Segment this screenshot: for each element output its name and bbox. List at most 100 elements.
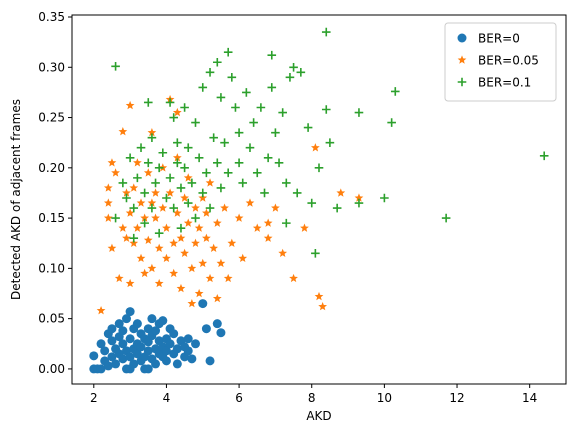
data-point: [169, 203, 179, 213]
data-point: [249, 118, 258, 127]
data-point: [151, 213, 160, 222]
data-point: [267, 50, 277, 60]
x-tick-label: 8: [308, 391, 316, 405]
data-point: [180, 193, 189, 202]
data-point: [321, 105, 331, 114]
data-point: [390, 87, 400, 96]
data-point: [129, 183, 139, 192]
data-point: [165, 98, 175, 107]
data-point: [332, 203, 342, 213]
data-point: [209, 133, 218, 142]
data-point: [539, 151, 549, 161]
data-point: [89, 351, 99, 361]
data-point: [96, 306, 106, 315]
data-point: [151, 178, 160, 188]
data-point: [310, 143, 320, 152]
data-point: [180, 248, 189, 258]
data-point: [122, 193, 131, 203]
data-point: [183, 173, 193, 182]
data-point: [143, 324, 153, 334]
data-point: [140, 188, 149, 198]
data-point: [202, 233, 211, 242]
data-point: [183, 346, 193, 356]
y-tick-label: 0.30: [38, 60, 65, 74]
data-point: [169, 238, 179, 247]
data-point: [107, 324, 117, 334]
data-point: [183, 198, 193, 208]
data-point: [172, 208, 182, 217]
data-point: [107, 158, 117, 167]
data-point: [147, 203, 157, 213]
legend-marker: [457, 33, 467, 43]
data-point: [158, 316, 168, 326]
data-point: [176, 283, 186, 293]
data-point: [234, 158, 244, 168]
data-point: [234, 128, 244, 137]
data-point: [187, 298, 197, 308]
data-point: [216, 183, 226, 193]
data-point: [129, 233, 139, 243]
data-point: [125, 307, 135, 317]
data-point: [325, 138, 335, 147]
data-point: [169, 113, 179, 122]
data-point: [198, 83, 208, 92]
data-point: [187, 178, 197, 188]
data-point: [180, 103, 189, 112]
x-tick-label: 2: [90, 391, 98, 405]
data-point: [172, 344, 182, 354]
data-point: [242, 88, 251, 97]
data-point: [103, 213, 113, 222]
data-point: [296, 68, 306, 77]
data-point: [172, 153, 182, 162]
legend: BER=0 BER=0.05 BER=0.1: [444, 22, 557, 102]
data-point: [114, 273, 124, 283]
x-axis-label: AKD: [306, 409, 331, 423]
legend-marker: [457, 55, 467, 64]
data-point: [129, 238, 139, 247]
data-point: [183, 334, 193, 344]
data-point: [132, 349, 142, 359]
data-point: [143, 158, 153, 168]
data-point: [118, 354, 128, 364]
y-axis-label: Detected AKD of adjacent frames: [9, 99, 23, 300]
data-point: [198, 193, 208, 202]
data-point: [158, 203, 168, 212]
data-point: [136, 198, 146, 207]
x-axis-ticks: 2 4 6 8 10 12 14: [90, 384, 537, 405]
data-point: [274, 158, 284, 168]
data-point: [212, 293, 222, 303]
data-point: [103, 361, 113, 371]
data-point: [162, 253, 171, 263]
data-point: [103, 183, 113, 192]
data-point: [336, 188, 346, 197]
data-point: [271, 128, 280, 137]
data-point: [311, 248, 320, 258]
data-point: [223, 47, 233, 57]
data-point: [354, 193, 364, 202]
data-point: [107, 243, 117, 252]
data-point: [267, 83, 277, 92]
data-point: [314, 291, 324, 301]
data-point: [198, 299, 208, 309]
data-point: [176, 223, 186, 233]
data-point: [169, 268, 179, 278]
data-point: [220, 203, 229, 212]
data-point: [111, 61, 120, 71]
data-point: [205, 273, 215, 283]
data-point: [151, 188, 160, 197]
data-point: [147, 133, 157, 142]
data-point: [245, 198, 255, 207]
data-point: [191, 213, 200, 223]
data-point: [202, 168, 211, 178]
data-point: [176, 183, 186, 193]
data-point: [140, 213, 150, 222]
data-point: [354, 108, 364, 117]
data-point: [103, 198, 113, 207]
data-point: [201, 324, 211, 334]
data-point: [136, 143, 146, 153]
data-point: [172, 359, 182, 369]
data-point: [282, 178, 291, 188]
data-point: [212, 218, 222, 227]
data-point: [111, 359, 121, 369]
